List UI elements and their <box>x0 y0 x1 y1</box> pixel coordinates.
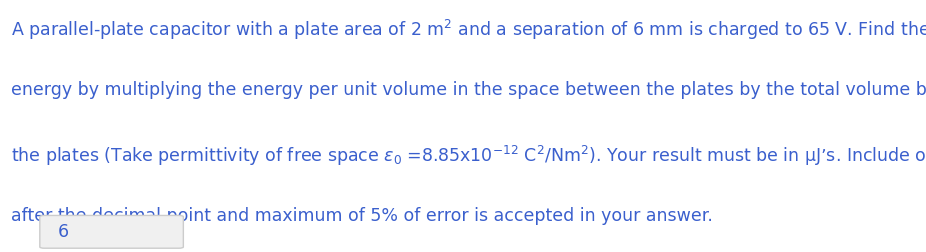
Text: after the decimal point and maximum of 5% of error is accepted in your answer.: after the decimal point and maximum of 5… <box>11 207 713 225</box>
Text: A parallel-plate capacitor with a plate area of 2 m$^2$ and a separation of 6 mm: A parallel-plate capacitor with a plate … <box>11 18 926 42</box>
Text: 6: 6 <box>57 223 69 241</box>
Text: energy by multiplying the energy per unit volume in the space between the plates: energy by multiplying the energy per uni… <box>11 81 926 99</box>
Text: the plates (Take permittivity of free space $\varepsilon_0$ =8.85x10$^{-12}$ C$^: the plates (Take permittivity of free sp… <box>11 144 926 168</box>
